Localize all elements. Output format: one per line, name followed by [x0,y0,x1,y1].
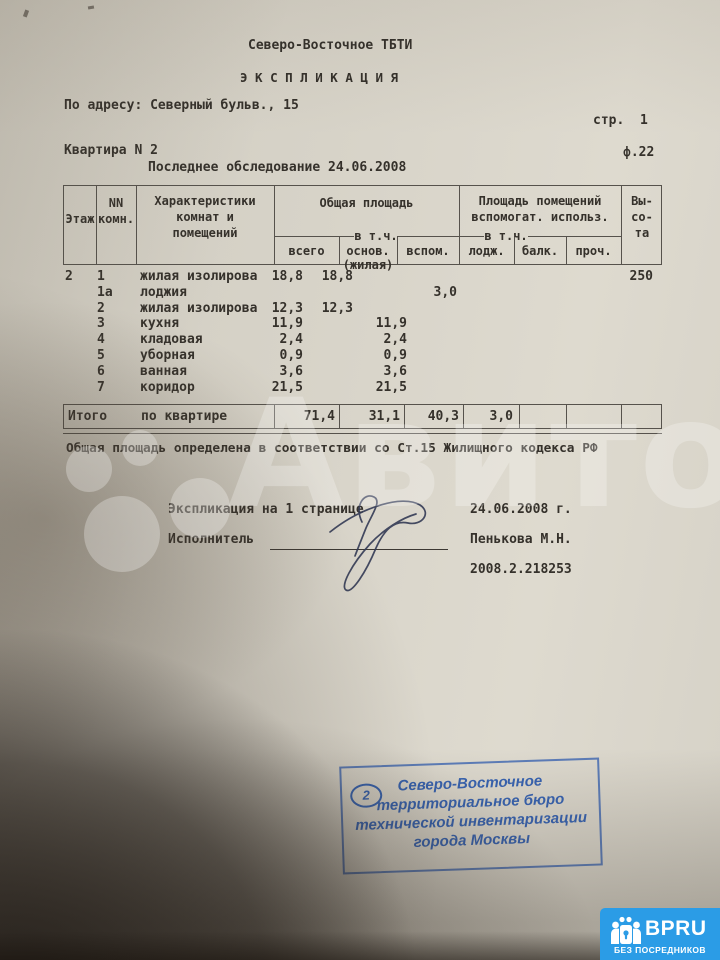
cell-loggia-area: 3,0 [433,284,457,300]
section-header-aux-area: Площадь помещений [478,194,602,208]
col-header-total: всего [288,244,325,258]
bpru-title: BPRU [645,917,707,940]
col-header-characteristics: комнат и [176,210,234,224]
cell-room-number: 1а [97,284,113,300]
bpru-logo-icon [611,916,641,944]
cell-room-number: 2 [97,300,105,316]
table-row: 1а лоджия 3,0 [63,285,662,301]
table-row: 7 коридор 21,5 21,5 [63,380,662,396]
table-row: 6 ванная 3,6 3,6 [63,364,662,380]
table-row: 2 1 жилая изолирова 18,8 18,8 250 [63,269,662,285]
totals-loggia-area: 3,0 [489,409,513,424]
cell-room-number: 7 [97,379,105,395]
bpru-badge: BPRU БЕЗ ПОСРЕДНИКОВ [600,908,720,960]
cell-total-area: 3,6 [279,363,303,379]
cell-room-name: кладовая [140,332,203,348]
executor-name: Пенькова М.Н. [470,532,572,547]
cell-aux-area: 2,4 [383,332,407,348]
totals-row: Итого по квартире 71,4 31,1 40,3 3,0 [63,404,662,429]
handwritten-signature [318,472,458,611]
cell-total-area: 21,5 [271,379,303,395]
org-name: Северо-Восточное ТБТИ [248,38,413,53]
cell-aux-area: 3,6 [383,363,407,379]
col-header-nn: NN [108,196,124,210]
table-grid-line [566,405,567,428]
doc-title: Э К С П Л И К А Ц И Я [240,70,399,85]
cell-room-number: 1 [97,269,105,284]
col-header-aux: вспом. [406,244,450,258]
table-row: 2 жилая изолирова 12,3 12,3 [63,301,662,317]
cell-room-name: жилая изолирова [140,300,258,316]
table-bottom-line [63,433,662,434]
totals-label: по квартире [141,409,228,424]
col-header-characteristics: Характеристики [154,194,256,208]
table-row: 5 уборная 0,9 0,9 [63,348,662,364]
cell-aux-area: 21,5 [375,379,407,395]
cell-floor: 2 [65,269,73,284]
incl-label: в т.ч. [484,229,528,243]
col-header-height: та [634,226,650,240]
cell-room-number: 3 [97,316,105,332]
cell-room-number: 6 [97,363,105,379]
cell-room-name: кухня [140,316,180,332]
note-line: Общая площадь определена в соответствии … [66,441,598,456]
cell-total-area: 2,4 [279,332,303,348]
col-header-loggia: лодж. [468,244,505,258]
date-line: 24.06.2008 г. [470,502,572,517]
totals-total-area: 71,4 [303,409,335,424]
table-grid-line [274,236,354,237]
table-row: 4 кладовая 2,4 2,4 [63,332,662,348]
totals-main-area: 31,1 [368,409,400,424]
table-grid-line [519,405,520,428]
survey-date-line: Последнее обследование 24.06.2008 [148,160,407,175]
page-number: стр. 1 [593,113,648,128]
cell-total-area: 11,9 [271,316,303,332]
col-header-nn: комн. [97,212,135,226]
cell-main-area: 18,8 [321,269,353,284]
col-header-main: основ. [346,244,390,258]
table-header: Этаж NN комн. Характеристики комнат и по… [63,185,662,272]
totals-aux-area: 40,3 [427,409,459,424]
stamp: 2 Северо-Восточное территориальное бюро … [339,757,603,875]
form-number: ф.22 [623,145,655,160]
cell-room-name: уборная [140,347,195,363]
executor-label: Исполнитель [168,532,255,547]
section-header-total-area: Общая площадь [319,196,414,210]
cell-room-number: 5 [97,347,105,363]
bpru-subtitle: БЕЗ ПОСРЕДНИКОВ [614,945,706,955]
apartment-number: Квартира N 2 [64,143,158,158]
col-header-height: со- [631,210,653,224]
cell-room-number: 4 [97,332,105,348]
cell-aux-area: 11,9 [375,316,407,332]
table-body: 2 1 жилая изолирова 18,8 18,8 250 1а лод… [63,269,662,395]
cell-total-area: 0,9 [279,347,303,363]
cell-aux-area: 0,9 [383,347,407,363]
col-header-other: проч. [575,244,612,258]
table-grid-line [528,236,621,237]
col-header-characteristics: помещений [172,226,238,240]
paper-speck [87,5,95,10]
section-header-aux-area: вспомогат. использ. [471,210,609,224]
table-row: 3 кухня 11,9 11,9 [63,316,662,332]
table-grid-line [398,236,459,237]
cell-height: 250 [629,269,653,284]
paper-speck [22,9,30,18]
col-header-floor: Этаж [65,212,95,226]
col-header-balcony: балк. [521,244,559,258]
table-grid-line [621,405,622,428]
cell-room-name: жилая изолирова [140,269,258,284]
col-header-height: Вы- [631,194,653,208]
totals-label: Итого [68,409,108,424]
document-number: 2008.2.218253 [470,562,572,577]
cell-room-name: ванная [140,363,187,379]
table-grid-line [459,236,484,237]
cell-room-name: коридор [140,379,195,395]
incl-label: в т.ч. [354,229,398,243]
cell-main-area: 12,3 [321,300,353,316]
cell-room-name: лоджия [140,284,187,300]
address-line: По адресу: Северный бульв., 15 [64,98,299,113]
